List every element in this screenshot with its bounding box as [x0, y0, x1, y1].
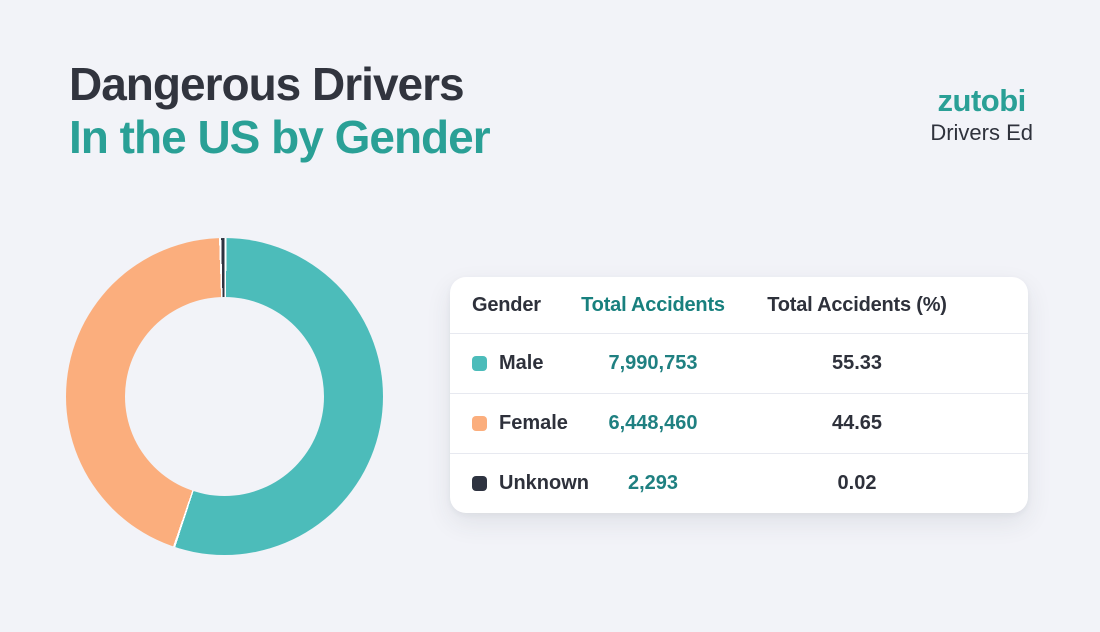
gender-label: Female	[499, 412, 568, 434]
brand-logo: zutobi Drivers Ed	[930, 84, 1033, 148]
page-title-line2: In the US by Gender	[69, 111, 491, 163]
total-accidents-percent: 55.33	[831, 352, 883, 374]
total-accidents-percent: 0.02	[837, 472, 877, 494]
total-accidents-value: 2,293	[627, 472, 679, 494]
male-color-swatch-icon	[472, 356, 487, 371]
page-title-line1: Dangerous Drivers	[69, 58, 465, 110]
page-title: Dangerous Drivers In the US by Gender	[69, 58, 491, 164]
gender-cell: Female	[472, 412, 580, 435]
gender-label: Male	[499, 352, 544, 374]
table-row-male: Male 7,990,753 55.33	[450, 333, 1028, 393]
table-row-female: Female 6,448,460 44.65	[450, 393, 1028, 453]
total-accidents-value: 6,448,460	[608, 412, 698, 434]
column-header-total-accidents-pct: Total Accidents (%)	[767, 293, 947, 316]
total-accidents-percent: 44.65	[831, 412, 883, 434]
brand-logo-subtitle: Drivers Ed	[930, 120, 1033, 145]
gender-cell: Unknown	[472, 472, 589, 495]
accidents-table: Gender Total Accidents Total Accidents (…	[450, 277, 1028, 513]
total-accidents-value: 7,990,753	[608, 352, 698, 374]
donut-chart	[66, 238, 383, 555]
brand-logo-name: zutobi	[937, 83, 1027, 118]
unknown-color-swatch-icon	[472, 476, 487, 491]
table-header-row: Gender Total Accidents Total Accidents (…	[450, 277, 1028, 333]
column-header-gender: Gender	[472, 293, 541, 316]
column-header-total-accidents: Total Accidents	[581, 293, 725, 316]
gender-cell: Male	[472, 352, 580, 375]
table-row-unknown: Unknown 2,293 0.02	[450, 453, 1028, 513]
donut-chart-hole	[125, 297, 324, 496]
female-color-swatch-icon	[472, 416, 487, 431]
gender-label: Unknown	[499, 472, 589, 494]
